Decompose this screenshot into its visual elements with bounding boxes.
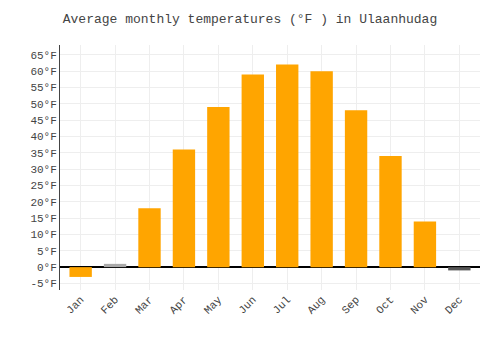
svg-text:Feb: Feb — [99, 294, 121, 316]
svg-text:50°F: 50°F — [30, 99, 56, 111]
svg-text:45°F: 45°F — [30, 115, 56, 127]
svg-text:40°F: 40°F — [30, 131, 56, 143]
svg-text:Mar: Mar — [133, 294, 155, 316]
svg-text:Jun: Jun — [236, 294, 258, 316]
svg-text:-5°F: -5°F — [30, 278, 56, 290]
svg-text:Apr: Apr — [167, 294, 189, 316]
svg-text:15°F: 15°F — [30, 213, 56, 225]
svg-text:30°F: 30°F — [30, 164, 56, 176]
svg-text:May: May — [202, 294, 225, 317]
svg-text:Aug: Aug — [305, 294, 327, 316]
svg-text:65°F: 65°F — [30, 50, 56, 62]
svg-text:10°F: 10°F — [30, 229, 56, 241]
svg-text:5°F: 5°F — [37, 246, 57, 258]
svg-text:35°F: 35°F — [30, 148, 56, 160]
svg-text:Sep: Sep — [340, 294, 362, 316]
svg-text:Oct: Oct — [374, 294, 396, 316]
svg-text:60°F: 60°F — [30, 66, 56, 78]
svg-text:55°F: 55°F — [30, 82, 56, 94]
svg-text:Jul: Jul — [271, 294, 293, 316]
svg-text:Jan: Jan — [64, 294, 86, 316]
svg-text:25°F: 25°F — [30, 180, 56, 192]
svg-text:Average monthly temperatures (: Average monthly temperatures (°F ) in Ul… — [63, 12, 437, 27]
svg-text:20°F: 20°F — [30, 197, 56, 209]
svg-text:0°F: 0°F — [37, 262, 57, 274]
svg-text:Dec: Dec — [443, 294, 465, 316]
svg-text:Nov: Nov — [408, 294, 431, 317]
